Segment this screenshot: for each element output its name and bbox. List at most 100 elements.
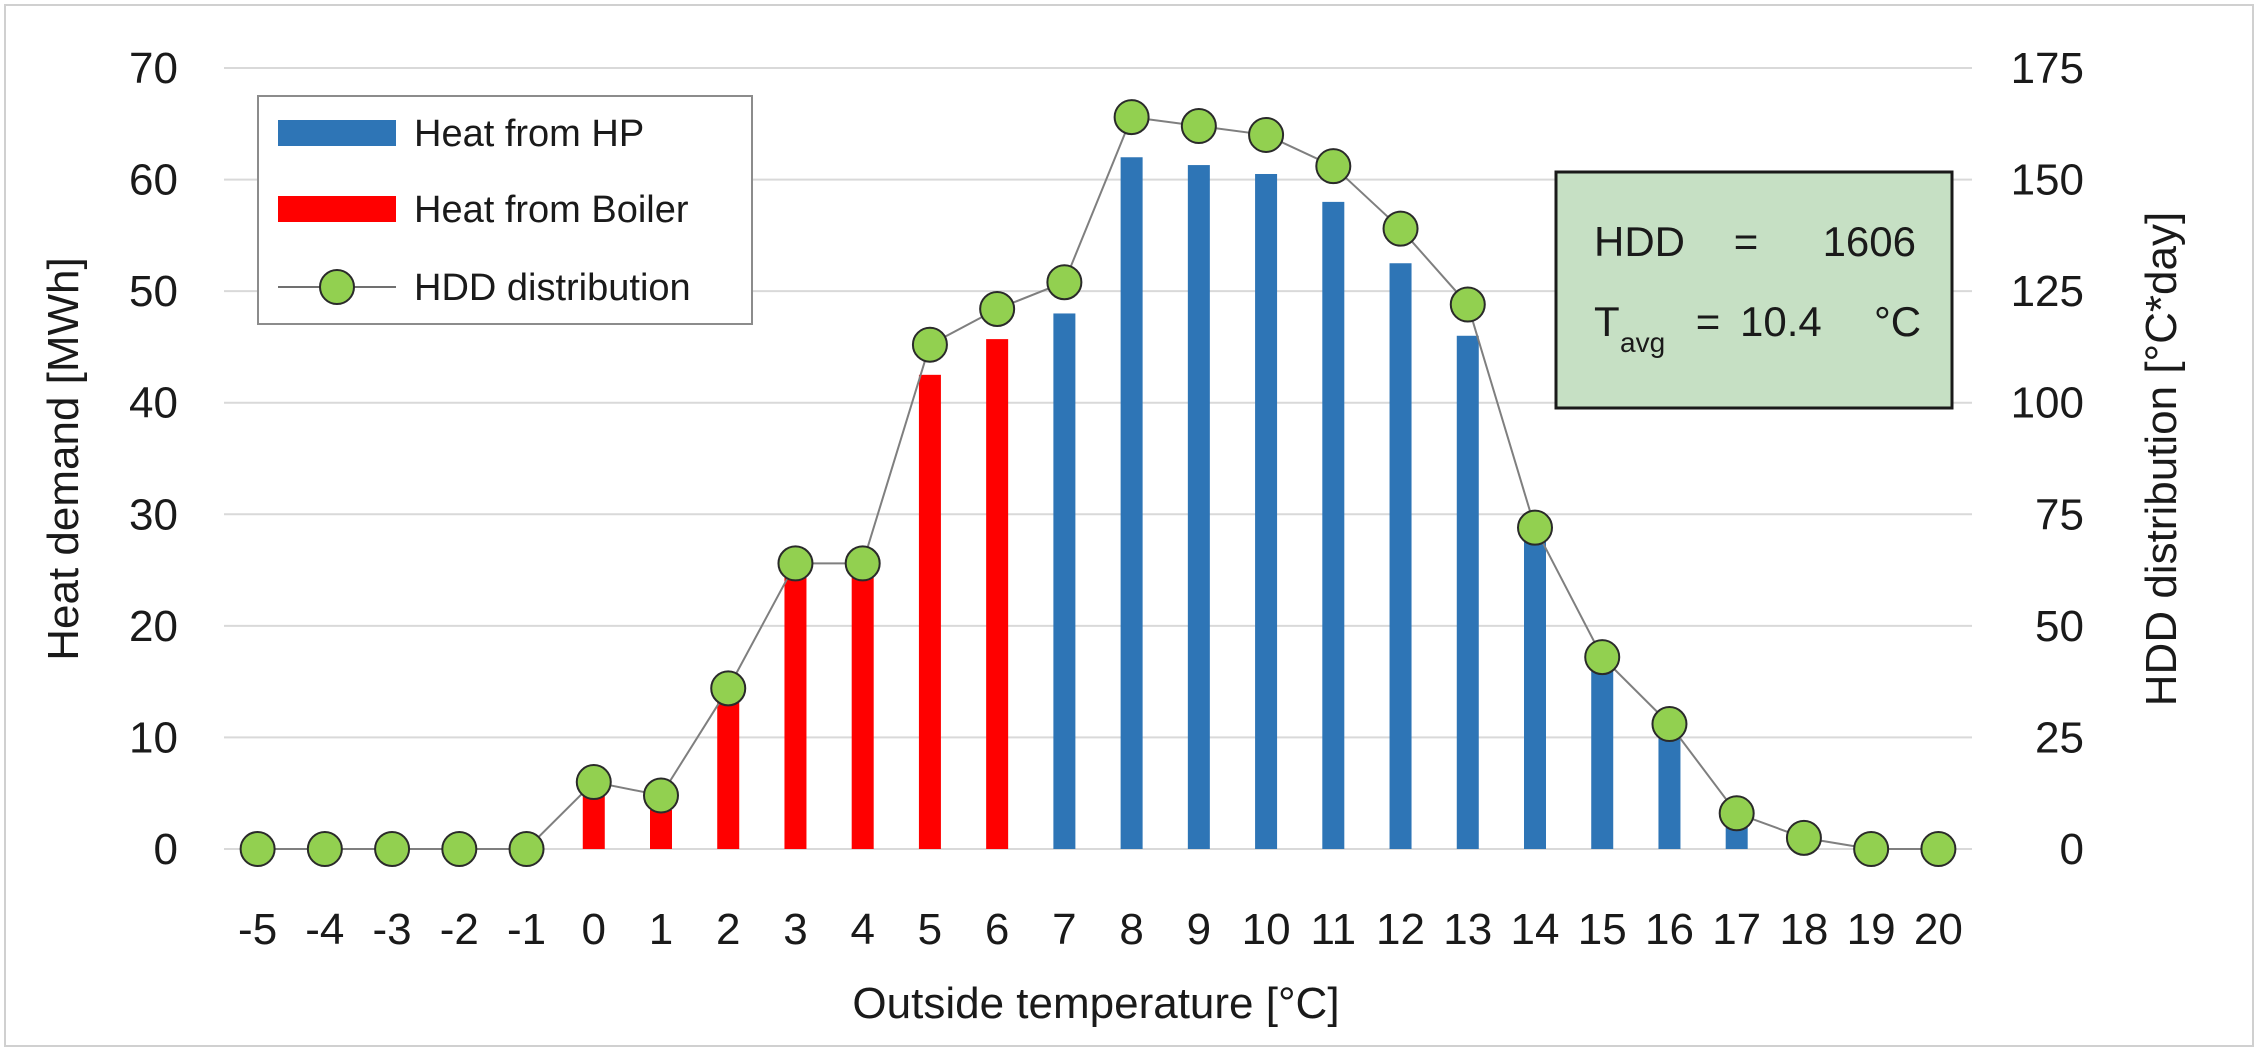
bar-heat-from-boiler xyxy=(650,809,672,849)
y2-tick-label: 125 xyxy=(2011,267,2084,316)
hdd-point xyxy=(1180,108,1217,145)
hdd-point xyxy=(1046,264,1083,301)
x-tick-label: 17 xyxy=(1712,905,1761,954)
y2-axis-title: HDD distribution [°C*day] xyxy=(2137,212,2186,706)
hdd-points xyxy=(239,99,1957,867)
y-axis-ticks: 0 10 20 30 40 50 60 70 xyxy=(129,44,178,874)
y-tick-label: 10 xyxy=(129,713,178,762)
hdd-point xyxy=(979,290,1016,327)
x-tick-label: 15 xyxy=(1578,905,1627,954)
hdd-point xyxy=(1718,795,1755,832)
x-tick-label: 16 xyxy=(1645,905,1694,954)
legend-label-hdd: HDD distribution xyxy=(414,267,691,309)
hdd-point xyxy=(1315,148,1352,185)
hdd-point xyxy=(1785,819,1822,856)
bar-heat-from-hp xyxy=(1524,536,1546,849)
x-tick-label: 7 xyxy=(1052,905,1076,954)
hdd-point xyxy=(643,777,679,814)
x-tick-label: 9 xyxy=(1187,905,1211,954)
legend-label-hp: Heat from HP xyxy=(414,113,644,155)
tavg-label: T xyxy=(1594,298,1620,345)
x-tick-label: 13 xyxy=(1443,905,1492,954)
tavg-subscript: avg xyxy=(1620,327,1665,358)
bar-heat-from-hp xyxy=(1456,335,1479,849)
bar-heat-from-boiler xyxy=(717,698,740,849)
hdd-summary-background xyxy=(1554,170,1954,410)
x-tick-label: 5 xyxy=(918,905,942,954)
y2-tick-label: 150 xyxy=(2011,156,2084,205)
bar-heat-from-hp xyxy=(1322,201,1345,849)
hdd-point xyxy=(1449,286,1486,323)
x-tick-label: 11 xyxy=(1310,905,1356,954)
hdd-equals: = xyxy=(1734,218,1759,265)
x-tick-label: -2 xyxy=(440,905,479,954)
hdd-point xyxy=(1853,831,1890,867)
y-tick-label: 40 xyxy=(129,379,178,428)
bar-heat-from-hp xyxy=(1255,173,1278,849)
x-tick-label: 8 xyxy=(1119,905,1143,954)
hdd-point xyxy=(306,831,343,867)
x-tick-label: 12 xyxy=(1376,905,1425,954)
x-tick-label: 18 xyxy=(1779,905,1828,954)
y2-tick-label: 25 xyxy=(2035,713,2084,762)
hdd-point xyxy=(710,670,747,707)
y-tick-label: 70 xyxy=(129,44,178,93)
hdd-point xyxy=(1382,210,1419,247)
x-tick-label: -3 xyxy=(373,905,412,954)
x-tick-label: 4 xyxy=(850,905,874,954)
hdd-value: 1606 xyxy=(1823,218,1916,265)
x-tick-label: 20 xyxy=(1914,905,1963,954)
y2-axis-ticks: 0 25 50 75 100 125 150 175 xyxy=(2011,44,2084,874)
tavg-value: 10.4 xyxy=(1740,298,1822,345)
y-axis-title: Heat demand [MWh] xyxy=(39,257,88,661)
bar-heat-from-hp xyxy=(1725,826,1748,849)
x-tick-label: 14 xyxy=(1511,905,1560,954)
x-tick-label: -5 xyxy=(238,905,277,954)
hdd-summary-box: HDD = 1606 T avg = 10.4 °C xyxy=(1554,170,1954,410)
y-tick-label: 20 xyxy=(129,602,178,651)
hdd-point xyxy=(1651,706,1688,743)
hdd-point xyxy=(1920,831,1957,867)
hdd-point xyxy=(239,831,276,867)
tavg-equals: = xyxy=(1696,298,1721,345)
legend: Heat from HP Heat from Boiler HDD distri… xyxy=(257,95,753,325)
hdd-point xyxy=(844,545,881,582)
y2-tick-label: 50 xyxy=(2035,602,2084,651)
x-axis-ticks: -5 -4 -3 -2 -1 0 1 2 3 4 5 6 7 8 9 10 11 12 13 14 15 16 17 18 19… xyxy=(238,905,1963,954)
bar-heat-from-boiler xyxy=(918,374,941,849)
hdd-point xyxy=(911,326,948,363)
y-tick-label: 0 xyxy=(154,825,178,874)
x-tick-label: 1 xyxy=(649,905,673,954)
y2-tick-label: 0 xyxy=(2060,825,2084,874)
legend-label-boiler: Heat from Boiler xyxy=(414,189,689,231)
hdd-point xyxy=(575,764,612,801)
hdd-point xyxy=(441,831,478,867)
hdd-point xyxy=(374,831,411,867)
bars xyxy=(582,157,1748,849)
x-tick-label: -1 xyxy=(507,905,546,954)
bar-heat-from-hp xyxy=(1591,670,1614,849)
hdd-point xyxy=(1517,509,1553,546)
x-tick-label: 6 xyxy=(985,905,1009,954)
legend-swatch-boiler xyxy=(278,196,396,222)
bar-heat-from-hp xyxy=(1658,731,1681,849)
legend-marker-hdd xyxy=(319,269,355,305)
hdd-point xyxy=(1584,639,1621,676)
x-tick-label: 2 xyxy=(716,905,740,954)
x-tick-label: -4 xyxy=(305,905,344,954)
hdd-label: HDD xyxy=(1594,218,1685,265)
hdd-point xyxy=(1248,116,1285,153)
bar-heat-from-hp xyxy=(1187,165,1210,849)
x-tick-label: 10 xyxy=(1242,905,1291,954)
y-tick-label: 60 xyxy=(129,156,178,205)
hdd-point xyxy=(1113,99,1150,136)
y-tick-label: 50 xyxy=(129,267,178,316)
bar-heat-from-hp xyxy=(1120,157,1143,849)
y2-tick-label: 175 xyxy=(2011,44,2084,93)
x-tick-label: 19 xyxy=(1847,905,1896,954)
bar-heat-from-boiler xyxy=(784,575,807,849)
x-axis-title: Outside temperature [°C] xyxy=(852,979,1339,1028)
hdd-point xyxy=(508,831,545,867)
hdd-point xyxy=(777,545,814,582)
